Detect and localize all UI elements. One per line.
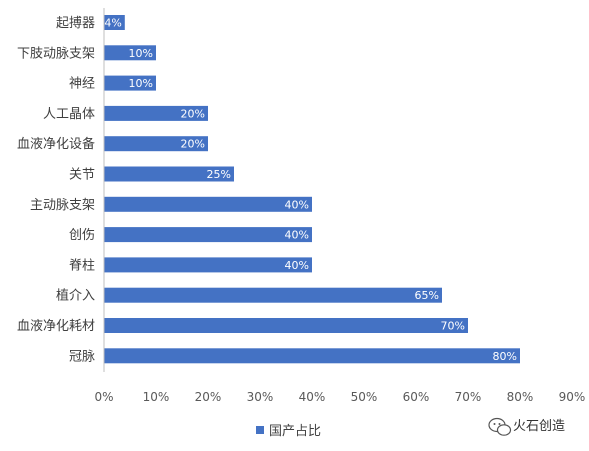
x-tick-label: 50% <box>351 390 378 404</box>
data-labels: 4% 10% 10% 20% 20% 25% 40% 40% 40% 65% 70% 80% <box>104 17 517 363</box>
x-tick-label: 10% <box>143 390 170 404</box>
bar <box>104 75 156 91</box>
data-label: 25% <box>207 168 231 181</box>
data-label: 20% <box>181 138 205 151</box>
bar <box>104 287 442 303</box>
category-label: 神经 <box>69 77 95 92</box>
category-label: 主动脉支架 <box>30 198 95 213</box>
x-tick-label: 0% <box>94 390 113 404</box>
x-tick-label: 60% <box>403 390 430 404</box>
data-label: 20% <box>181 107 205 120</box>
category-labels: 起搏器下肢动脉支架神经人工晶体血液净化设备关节主动脉支架创伤脊柱植介入血液净化耗… <box>17 15 95 364</box>
legend-swatch <box>256 426 264 434</box>
bar <box>104 227 312 243</box>
category-label: 植介入 <box>56 289 95 304</box>
bar <box>104 257 312 273</box>
data-label: 70% <box>441 320 465 333</box>
wechat-icon <box>488 417 512 436</box>
category-label: 创伤 <box>69 228 95 243</box>
watermark: 火石创造 <box>488 417 565 436</box>
category-label: 关节 <box>69 168 95 183</box>
bar <box>104 196 312 212</box>
bar <box>104 166 234 182</box>
data-label: 40% <box>285 198 309 211</box>
data-label: 40% <box>285 259 309 272</box>
bars-group <box>104 15 520 364</box>
category-label: 起搏器 <box>56 15 95 31</box>
x-tick-label: 30% <box>247 390 274 404</box>
x-tick-label: 40% <box>299 390 326 404</box>
legend-label: 国产占比 <box>269 424 321 439</box>
category-label: 人工晶体 <box>43 107 95 122</box>
category-label: 血液净化耗材 <box>17 319 95 334</box>
x-tick-label: 80% <box>507 390 534 404</box>
bar <box>104 136 208 152</box>
data-label: 80% <box>493 350 517 363</box>
data-label: 10% <box>129 77 153 90</box>
bar <box>104 348 520 364</box>
category-label: 脊柱 <box>69 258 95 273</box>
data-label: 10% <box>129 47 153 60</box>
bar <box>104 15 125 30</box>
bar <box>104 318 468 333</box>
category-label: 冠脉 <box>69 349 95 364</box>
watermark-text: 火石创造 <box>513 419 565 434</box>
category-label: 血液净化设备 <box>17 136 95 152</box>
x-tick-labels: 0% 10% 20% 30% 40% 50% 60% 70% 80% 90% <box>94 390 585 404</box>
bar <box>104 45 156 61</box>
data-label: 4% <box>104 17 121 30</box>
x-tick-label: 90% <box>559 390 586 404</box>
legend: 国产占比 <box>256 424 321 439</box>
x-tick-label: 70% <box>455 390 482 404</box>
x-tick-label: 20% <box>195 390 222 404</box>
category-label: 下肢动脉支架 <box>17 45 95 61</box>
data-label: 65% <box>415 289 439 302</box>
data-label: 40% <box>285 229 309 242</box>
bar <box>104 105 208 121</box>
